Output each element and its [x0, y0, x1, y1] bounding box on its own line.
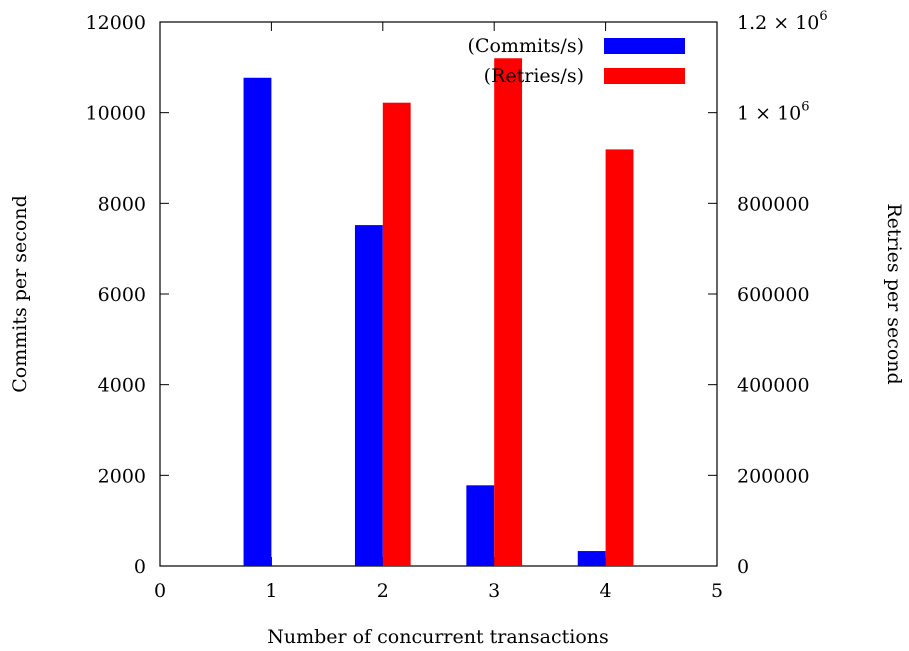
bar-commits	[243, 77, 272, 566]
bars	[243, 58, 634, 567]
legend-label: (Commits/s)	[468, 35, 584, 57]
y-tick-label: 6000	[98, 284, 146, 306]
x-tick-label: 3	[488, 580, 500, 602]
y-axis-title: Commits per second	[9, 195, 31, 393]
legend-swatch	[604, 68, 685, 84]
y2-tick-label: 1 × 106	[737, 100, 810, 125]
y2-tick-label: 200000	[737, 465, 810, 487]
y2-tick-label: 600000	[737, 284, 810, 306]
legend-swatch	[604, 38, 685, 54]
y2-tick-label: 400000	[737, 375, 810, 397]
legend: (Commits/s) (Retries/s)	[468, 35, 685, 87]
bar-commits	[466, 485, 495, 566]
ticks: 0 1 2 3 4 50200040006000800010000120000200000…	[86, 9, 828, 602]
x-tick-label: 4	[600, 580, 612, 602]
y2-tick-label: 1.2 × 106	[737, 9, 828, 34]
y2-tick-label: 800000	[737, 193, 810, 215]
x-tick-label: 5	[711, 580, 723, 602]
y2-axis-title: Retries per second	[883, 203, 905, 384]
y-tick-label: 12000	[86, 12, 146, 34]
y-tick-label: 0	[134, 556, 146, 578]
y-tick-label: 10000	[86, 103, 146, 125]
y2-tick-exponent: 6	[819, 9, 827, 24]
bar-commits	[577, 551, 606, 566]
y-tick-label: 8000	[98, 193, 146, 215]
bar-retries	[605, 149, 634, 567]
y-tick-label: 4000	[98, 375, 146, 397]
x-tick-label: 2	[377, 580, 389, 602]
bar-retries	[382, 102, 411, 567]
x-tick-label: 1	[265, 580, 277, 602]
legend-label: (Retries/s)	[484, 65, 584, 87]
bar-commits	[354, 225, 383, 567]
y-tick-label: 2000	[98, 465, 146, 487]
bar-retries	[494, 58, 523, 567]
x-axis-title: Number of concurrent transactions	[267, 626, 609, 648]
y2-tick-exponent: 6	[801, 100, 809, 115]
y2-tick-label: 0	[737, 556, 749, 578]
x-tick-label: 0	[154, 580, 166, 602]
